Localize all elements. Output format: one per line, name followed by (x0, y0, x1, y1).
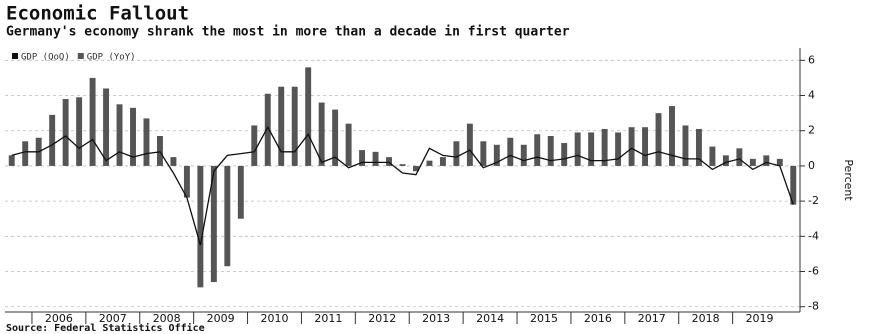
bar (628, 127, 635, 166)
bar (749, 158, 756, 166)
bar (62, 99, 69, 166)
chart-title: Economic Fallout (6, 3, 189, 25)
bar (790, 165, 797, 205)
bar (439, 157, 446, 166)
x-tick-label: 2012 (368, 312, 396, 325)
bar (520, 144, 527, 166)
y-tick-label: -6 (808, 265, 819, 278)
bar (534, 134, 541, 166)
bar (156, 136, 163, 166)
x-tick-label: 2019 (746, 312, 774, 325)
bar (278, 86, 285, 166)
bar (264, 93, 271, 166)
bar (493, 144, 500, 166)
y-tick-label: -8 (808, 300, 819, 313)
legend-label: GDP (QoQ) (21, 53, 70, 63)
x-tick-label: 2016 (584, 312, 612, 325)
bar (116, 104, 123, 166)
bar (143, 118, 150, 166)
y-tick-label: 6 (808, 53, 815, 66)
bar (372, 151, 379, 166)
bar (776, 158, 783, 166)
bar (49, 114, 56, 166)
x-tick-label: 2013 (422, 312, 450, 325)
y-tick-label: 4 (808, 89, 815, 102)
x-tick-label: 2009 (207, 312, 235, 325)
y-tick-label: 2 (808, 124, 815, 137)
y-tick-label: -4 (808, 229, 819, 242)
legend-swatch (77, 53, 84, 59)
bar (453, 141, 460, 166)
x-tick-label: 2007 (99, 312, 127, 325)
bar (426, 160, 433, 166)
bar (615, 132, 622, 166)
bar (413, 165, 419, 172)
bar (305, 67, 312, 166)
y-axis-label: Percent (842, 159, 855, 201)
bar (574, 132, 581, 166)
bar (197, 165, 204, 288)
bar (22, 141, 29, 166)
y-tick-label: 0 (808, 159, 815, 172)
bar (210, 165, 217, 283)
bar (655, 113, 662, 166)
bar (89, 77, 96, 166)
bar (480, 141, 487, 166)
source: Source: Federal Statistics Office (6, 322, 205, 334)
bar (736, 148, 743, 166)
bar (103, 88, 110, 166)
bar (359, 150, 366, 166)
legend-label: GDP (YoY) (87, 53, 136, 63)
y-tick-label: -2 (808, 194, 819, 207)
bar (682, 125, 689, 166)
x-tick-label: 2008 (153, 312, 181, 325)
x-tick-label: 2006 (45, 312, 73, 325)
bar (130, 107, 136, 166)
bar (291, 86, 298, 166)
line (11, 125, 794, 246)
chart-subtitle: Germany's economy shrank the most in mor… (6, 25, 570, 40)
bar (170, 157, 177, 166)
bar (386, 157, 392, 166)
bar (399, 164, 406, 166)
bar (8, 155, 15, 166)
x-tick-label: 2017 (638, 312, 666, 325)
x-tick-label: 2015 (530, 312, 558, 325)
x-tick-label: 2018 (692, 312, 720, 325)
x-tick-label: 2014 (476, 312, 504, 325)
bar (722, 155, 729, 166)
bar (763, 155, 770, 166)
bar (642, 127, 649, 166)
bar (318, 102, 325, 166)
legend-swatch (12, 53, 18, 59)
bar (561, 143, 568, 166)
bar (547, 136, 554, 166)
bar (669, 106, 675, 166)
bar (183, 165, 190, 198)
bar (588, 132, 595, 166)
bar (709, 146, 716, 166)
bar (507, 137, 514, 166)
bar (76, 97, 83, 166)
bar (332, 109, 339, 166)
bar (466, 123, 473, 166)
bar (695, 128, 702, 166)
bar (345, 123, 352, 166)
bar (224, 165, 231, 267)
x-tick-label: 2010 (260, 312, 288, 325)
bar (237, 165, 244, 219)
x-tick-label: 2011 (314, 312, 342, 325)
bar (601, 128, 608, 166)
bar (251, 125, 258, 166)
